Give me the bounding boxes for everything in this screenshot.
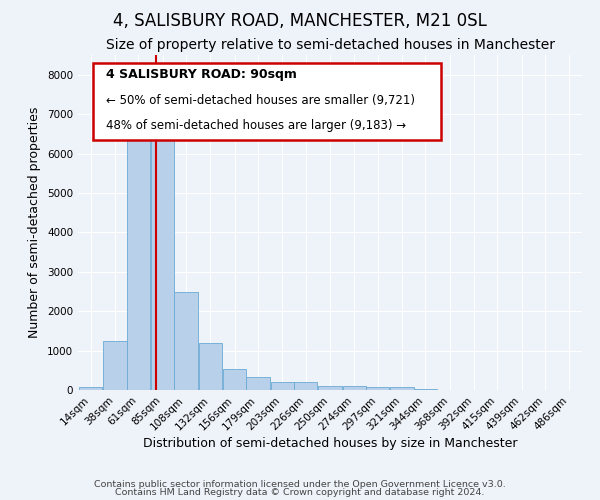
Title: Size of property relative to semi-detached houses in Manchester: Size of property relative to semi-detach… [106,38,554,52]
Y-axis label: Number of semi-detached properties: Number of semi-detached properties [28,107,41,338]
FancyBboxPatch shape [93,64,441,140]
Bar [391,387,413,390]
Bar [151,124,175,390]
Bar [127,130,150,390]
Bar [223,369,247,390]
Text: ← 50% of semi-detached houses are smaller (9,721): ← 50% of semi-detached houses are smalle… [106,94,415,106]
Bar [343,386,366,390]
Text: Contains public sector information licensed under the Open Government Licence v3: Contains public sector information licen… [94,480,506,489]
Bar [319,386,341,390]
Bar [271,382,294,390]
Text: 4, SALISBURY ROAD, MANCHESTER, M21 0SL: 4, SALISBURY ROAD, MANCHESTER, M21 0SL [113,12,487,30]
Bar [199,342,222,390]
X-axis label: Distribution of semi-detached houses by size in Manchester: Distribution of semi-detached houses by … [143,438,517,450]
Text: 4 SALISBURY ROAD: 90sqm: 4 SALISBURY ROAD: 90sqm [106,68,296,82]
Bar [103,340,127,390]
Bar [294,382,317,390]
Bar [79,387,103,390]
Text: Contains HM Land Registry data © Crown copyright and database right 2024.: Contains HM Land Registry data © Crown c… [115,488,485,497]
Bar [247,376,269,390]
Bar [413,389,437,390]
Text: 48% of semi-detached houses are larger (9,183) →: 48% of semi-detached houses are larger (… [106,118,406,132]
Bar [366,387,389,390]
Bar [175,292,197,390]
